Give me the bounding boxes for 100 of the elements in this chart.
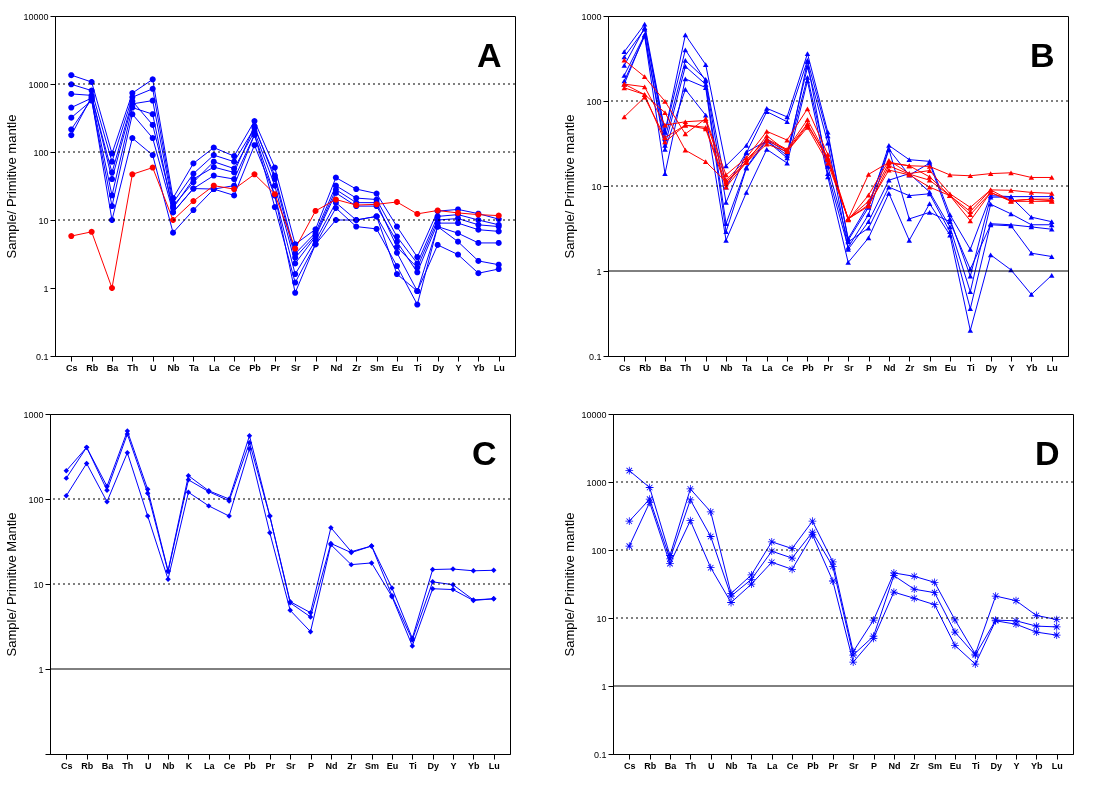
x-tick-label: Ce bbox=[223, 760, 236, 771]
x-tick-label: K bbox=[185, 760, 193, 771]
x-tick-label: Sm bbox=[370, 362, 385, 373]
x-tick-label: Nd bbox=[325, 760, 338, 771]
x-tick-label: Th bbox=[127, 362, 139, 373]
x-tick-label: Rb bbox=[639, 362, 652, 373]
x-tick-label: Nd bbox=[888, 760, 901, 771]
x-tick-label: Pr bbox=[270, 362, 281, 373]
x-tick-label: Yb bbox=[468, 760, 481, 771]
x-tick-label: Lu bbox=[493, 362, 505, 373]
x-tick-label: Sm bbox=[928, 760, 943, 771]
y-tick-label: 0.1 bbox=[35, 351, 49, 362]
x-tick-label: Nb bbox=[720, 362, 734, 373]
x-tick-label: U bbox=[144, 760, 152, 771]
x-tick-label: Pr bbox=[265, 760, 276, 771]
x-tick-label: Sm bbox=[365, 760, 380, 771]
y-tick-label: 100 bbox=[33, 147, 49, 158]
x-tick-label: La bbox=[209, 362, 221, 373]
x-tick-label: U bbox=[702, 362, 710, 373]
x-tick-label: Ta bbox=[188, 362, 200, 373]
x-tick-label: Nb bbox=[725, 760, 739, 771]
x-tick-label: Rb bbox=[644, 760, 657, 771]
x-tick-label: Y bbox=[1008, 362, 1015, 373]
x-tick-label: La bbox=[762, 362, 774, 373]
x-tick-label: Sr bbox=[848, 760, 859, 771]
x-tick-label: Eu bbox=[949, 760, 962, 771]
x-tick-label: Pb bbox=[802, 362, 815, 373]
x-tick-label: Rb bbox=[86, 362, 99, 373]
y-tick-label: 1 bbox=[601, 681, 607, 692]
x-tick-label: Cs bbox=[624, 760, 636, 771]
x-tick-label: Lu bbox=[1046, 362, 1058, 373]
x-tick-label: Dy bbox=[427, 760, 439, 771]
x-tick-label: Lu bbox=[488, 760, 500, 771]
x-tick-label: Ce bbox=[781, 362, 794, 373]
text: D bbox=[1034, 434, 1060, 472]
x-tick-label: Ce bbox=[786, 760, 799, 771]
x-tick-label: Cs bbox=[66, 362, 78, 373]
x-tick-label: Ba bbox=[664, 760, 678, 771]
text: C bbox=[471, 434, 497, 472]
x-tick-label: Eu bbox=[386, 760, 399, 771]
y-tick-label: 1000 bbox=[586, 477, 607, 488]
x-tick-label: La bbox=[767, 760, 779, 771]
x-tick-label: Nb bbox=[162, 760, 176, 771]
x-tick-label: Ba bbox=[659, 362, 673, 373]
x-tick-label: Dy bbox=[432, 362, 444, 373]
x-tick-label: Ba bbox=[106, 362, 120, 373]
y-tick-label: 1 bbox=[596, 266, 602, 277]
x-tick-label: Y bbox=[455, 362, 462, 373]
x-tick-label: Ce bbox=[228, 362, 241, 373]
x-tick-label: Cs bbox=[61, 760, 73, 771]
y-tick-label: 10 bbox=[33, 579, 44, 590]
y-axis-title: Sample/ Primitive mantle bbox=[562, 114, 578, 259]
x-tick-label: Y bbox=[1013, 760, 1020, 771]
x-tick-label: Eu bbox=[391, 362, 404, 373]
y-tick-label: 10 bbox=[591, 181, 602, 192]
x-tick-label: Dy bbox=[985, 362, 997, 373]
x-tick-label: Nd bbox=[883, 362, 896, 373]
y-tick-label: 10 bbox=[596, 613, 607, 624]
y-axis-title: Sample/ Primitive mantle bbox=[4, 114, 20, 259]
y-tick-label: 100 bbox=[591, 545, 607, 556]
x-tick-label: P bbox=[313, 362, 320, 373]
x-tick-label: Ti bbox=[966, 362, 975, 373]
y-tick-label: 1 bbox=[38, 664, 44, 675]
x-tick-label: Y bbox=[450, 760, 457, 771]
text: A bbox=[476, 36, 502, 74]
y-tick-label: 100 bbox=[28, 494, 44, 505]
x-tick-label: U bbox=[707, 760, 715, 771]
x-tick-label: Nd bbox=[330, 362, 343, 373]
x-tick-label: Sr bbox=[285, 760, 296, 771]
x-tick-label: Ti bbox=[971, 760, 980, 771]
x-tick-label: Ba bbox=[101, 760, 115, 771]
y-tick-label: 1000 bbox=[28, 79, 49, 90]
x-tick-label: Th bbox=[122, 760, 134, 771]
x-tick-label: Sr bbox=[843, 362, 854, 373]
x-tick-label: Eu bbox=[944, 362, 957, 373]
y-tick-label: 100 bbox=[586, 96, 602, 107]
y-tick-label: 10000 bbox=[23, 11, 49, 22]
x-tick-label: Ti bbox=[408, 760, 417, 771]
x-tick-label: P bbox=[866, 362, 873, 373]
y-tick-label: 1 bbox=[43, 283, 49, 294]
x-tick-label: Ta bbox=[746, 760, 758, 771]
x-tick-label: Dy bbox=[990, 760, 1002, 771]
x-tick-label: Rb bbox=[81, 760, 94, 771]
x-tick-label: Yb bbox=[473, 362, 486, 373]
x-tick-label: La bbox=[204, 760, 216, 771]
y-tick-label: 10 bbox=[38, 215, 49, 226]
x-tick-label: Sm bbox=[923, 362, 938, 373]
x-tick-label: P bbox=[871, 760, 878, 771]
x-tick-label: U bbox=[149, 362, 157, 373]
x-tick-label: Pr bbox=[823, 362, 834, 373]
y-tick-label: 0.1 bbox=[588, 351, 602, 362]
x-tick-label: Pb bbox=[249, 362, 262, 373]
x-tick-label: Zr bbox=[910, 760, 920, 771]
y-tick-label: 0.1 bbox=[593, 749, 607, 760]
y-tick-label: 1000 bbox=[581, 11, 602, 22]
x-tick-label: Ti bbox=[413, 362, 422, 373]
x-tick-label: Pb bbox=[807, 760, 820, 771]
x-tick-label: Sr bbox=[290, 362, 301, 373]
x-tick-label: Lu bbox=[1051, 760, 1063, 771]
x-tick-label: Cs bbox=[619, 362, 631, 373]
